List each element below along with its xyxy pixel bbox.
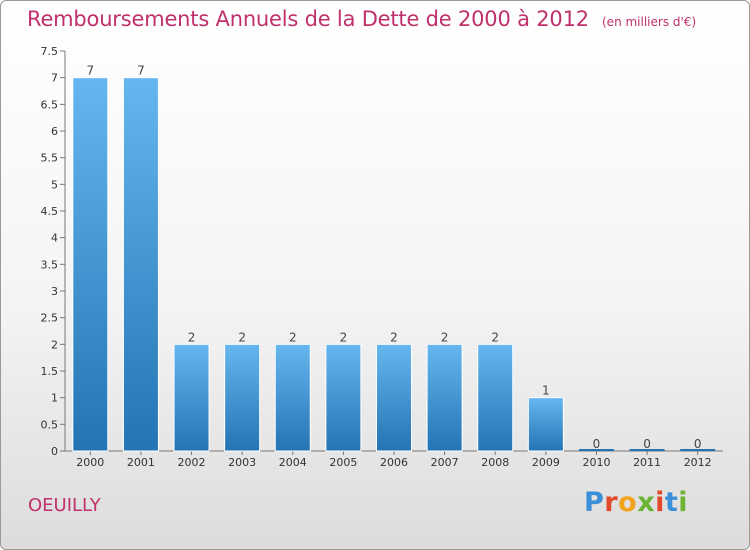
value-label: 2 [441, 330, 449, 344]
bar-2012 [680, 449, 716, 451]
x-tick-label: 2010 [582, 456, 610, 469]
value-label: 2 [188, 330, 196, 344]
bar-2000 [72, 77, 109, 452]
value-label: 7 [86, 64, 94, 78]
bar-2007 [426, 343, 463, 452]
value-label: 2 [390, 330, 398, 344]
value-label: 2 [491, 330, 499, 344]
x-tick-label: 2002 [178, 456, 206, 469]
y-tick-label: 6 [51, 125, 58, 138]
bar-2008 [477, 343, 514, 452]
bar-2011 [629, 449, 665, 451]
y-tick-label: 3.5 [41, 258, 59, 271]
proxiti-logo: Proxiti [584, 487, 688, 518]
x-tick-label: 2005 [329, 456, 357, 469]
y-tick-label: 5 [51, 178, 58, 191]
value-label: 2 [238, 330, 246, 344]
logo-letter: r [604, 487, 619, 518]
y-tick-label: 2.5 [41, 312, 59, 325]
y-tick-label: 0.5 [41, 418, 59, 431]
x-tick-label: 2012 [684, 456, 712, 469]
logo-letter: i [655, 487, 665, 518]
value-label: 0 [643, 437, 651, 451]
x-tick-label: 2000 [76, 456, 104, 469]
municipality-name: OEUILLY [28, 495, 101, 516]
y-tick-label: 6.5 [41, 98, 59, 111]
x-tick-label: 2001 [127, 456, 155, 469]
chart-title: Remboursements Annuels de la Dette de 20… [27, 7, 589, 31]
y-tick-label: 5.5 [41, 152, 59, 165]
value-label: 2 [289, 330, 297, 344]
y-tick-label: 3 [51, 285, 58, 298]
x-tick-label: 2008 [481, 456, 509, 469]
value-label: 1 [542, 384, 550, 398]
value-label: 0 [694, 437, 702, 451]
bar-2003 [224, 343, 261, 452]
x-tick-label: 2009 [532, 456, 560, 469]
x-tick-label: 2007 [431, 456, 459, 469]
logo-letter: o [618, 487, 638, 518]
bar-2005 [325, 343, 362, 452]
bar-2004 [274, 343, 311, 452]
chart-title-block: Remboursements Annuels de la Dette de 20… [27, 7, 696, 31]
bar-2006 [376, 343, 412, 452]
chart-subtitle: (en milliers d'€) [602, 15, 697, 29]
logo-letter: x [637, 487, 656, 518]
y-tick-label: 1.5 [41, 365, 59, 378]
value-label: 2 [340, 330, 348, 344]
value-label: 7 [137, 64, 145, 78]
y-tick-label: 2 [51, 338, 58, 351]
value-label: 0 [593, 437, 601, 451]
x-tick-label: 2003 [228, 456, 256, 469]
bar-2009 [527, 397, 564, 452]
bar-2002 [173, 343, 210, 452]
x-tick-label: 2011 [633, 456, 661, 469]
x-tick-label: 2006 [380, 456, 408, 469]
y-tick-label: 0 [51, 445, 58, 458]
x-tick-label: 2004 [279, 456, 307, 469]
logo-letter: i [678, 487, 689, 518]
y-tick-label: 4.5 [41, 205, 59, 218]
logo-letter: t [664, 487, 679, 518]
y-tick-label: 4 [51, 232, 58, 245]
logo-letter: P [584, 487, 605, 518]
y-tick-label: 7 [51, 72, 58, 85]
y-tick-label: 7.5 [41, 45, 59, 58]
bar-2001 [122, 77, 159, 452]
y-tick-label: 1 [51, 392, 58, 405]
bar-2010 [578, 449, 614, 451]
